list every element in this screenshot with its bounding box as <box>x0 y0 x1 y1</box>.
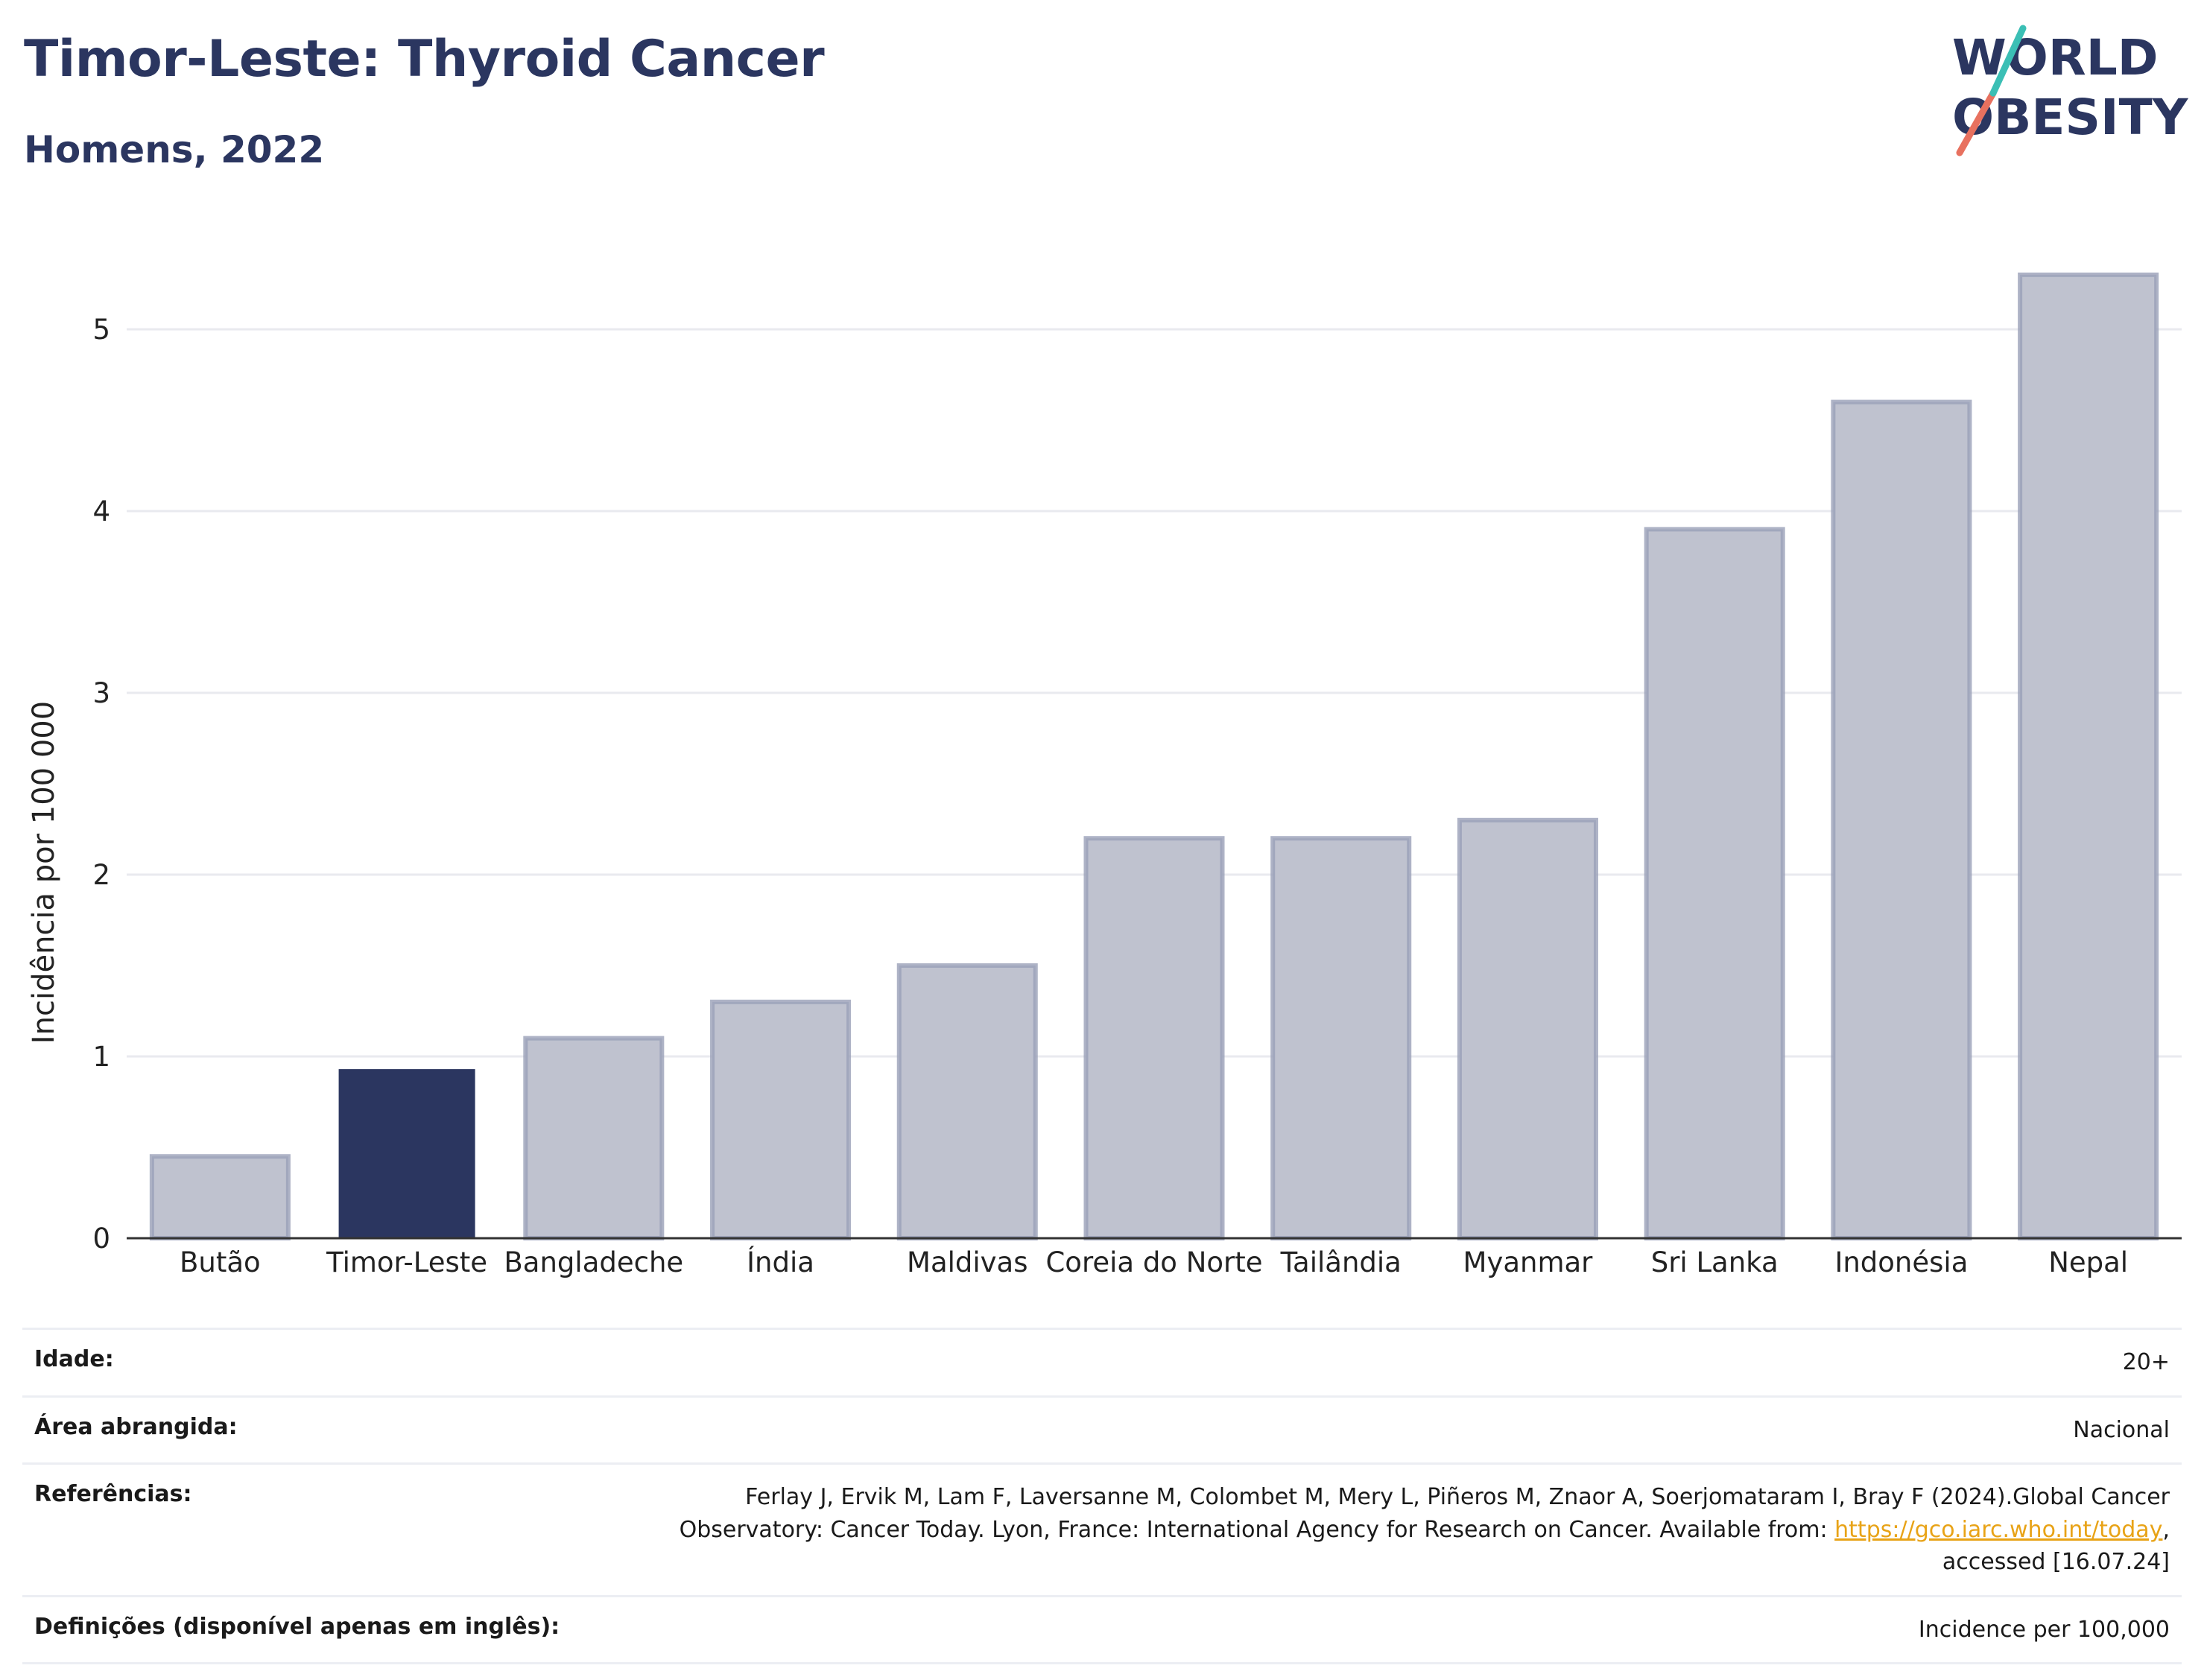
bar-bangladeche <box>523 1036 665 1240</box>
references-label: Referências: <box>34 1481 192 1507</box>
reference-accessed: , accessed [16.07.24] <box>1942 1516 2170 1576</box>
bar-chart: 0 1 2 3 4 5 Butão Timor-Leste Bangladeche Índia M… <box>27 272 2182 1278</box>
x-tick-label: Butão <box>180 1246 261 1278</box>
bar-myanmar <box>1457 817 1598 1240</box>
bar-timor-leste <box>338 1069 475 1238</box>
bar-maldivas <box>896 963 1038 1240</box>
meta-row-age: Idade: 20+ <box>22 1328 2182 1395</box>
bars <box>149 272 2159 1241</box>
bar-sri-lanka <box>1644 527 1785 1240</box>
metadata-table: Idade: 20+ Área abrangida: Nacional Refe… <box>22 1328 2182 1664</box>
bar-butão <box>149 1154 291 1240</box>
age-value: 20+ <box>2122 1349 2170 1375</box>
y-tick-label: 4 <box>92 495 110 527</box>
page-subtitle: Homens, 2022 <box>24 128 325 171</box>
x-tick-label: Índia <box>747 1246 814 1278</box>
x-tick-label: Nepal <box>2048 1246 2128 1278</box>
y-tick-label: 3 <box>92 677 110 709</box>
x-tick-label: Timor-Leste <box>326 1246 487 1278</box>
world-obesity-logo: WORLD OBESITY <box>1952 25 2189 156</box>
logo-line1: WORLD <box>1952 29 2159 86</box>
x-tick-label: Tailândia <box>1280 1246 1402 1278</box>
x-tick-label: Indonésia <box>1834 1246 1968 1278</box>
reference-text: Ferlay J, Ervik M, Lam F, Laversanne M, … <box>679 1484 2170 1543</box>
y-axis-title: Incidência por 100 000 <box>27 701 61 1044</box>
references-value: Ferlay J, Ervik M, Lam F, Laversanne M, … <box>620 1481 2170 1579</box>
definitions-value: Incidence per 100,000 <box>1918 1616 2170 1643</box>
x-tick-labels: Butão Timor-Leste Bangladeche Índia Maldivas… <box>180 1246 2128 1278</box>
meta-row-area: Área abrangida: Nacional <box>22 1395 2182 1463</box>
y-tick-label: 2 <box>92 859 110 891</box>
area-label: Área abrangida: <box>34 1413 238 1440</box>
page-title: Timor-Leste: Thyroid Cancer <box>24 30 825 89</box>
meta-row-definitions: Definições (disponível apenas em inglês)… <box>22 1594 2182 1664</box>
definitions-label: Definições (disponível apenas em inglês)… <box>34 1613 560 1640</box>
bar-índia <box>710 999 852 1241</box>
bar-coreia-do-norte <box>1083 836 1225 1240</box>
reference-link[interactable]: https://gco.iarc.who.int/today <box>1834 1516 2163 1543</box>
age-label: Idade: <box>34 1346 114 1372</box>
y-tick-labels: 0 1 2 3 4 5 <box>92 314 110 1255</box>
x-tick-label: Sri Lanka <box>1651 1246 1779 1278</box>
x-tick-label: Coreia do Norte <box>1045 1246 1262 1278</box>
y-tick-label: 1 <box>92 1041 110 1073</box>
x-tick-label: Bangladeche <box>504 1246 683 1278</box>
x-tick-label: Myanmar <box>1463 1246 1594 1278</box>
bar-tailândia <box>1270 836 1412 1240</box>
bar-indonésia <box>1831 399 1972 1241</box>
area-value: Nacional <box>2073 1416 2170 1443</box>
bar-nepal <box>2018 272 2159 1240</box>
y-tick-label: 5 <box>92 314 110 346</box>
x-tick-label: Maldivas <box>907 1246 1028 1278</box>
y-tick-label: 0 <box>92 1223 110 1255</box>
meta-row-references: Referências: Ferlay J, Ervik M, Lam F, L… <box>22 1462 2182 1595</box>
